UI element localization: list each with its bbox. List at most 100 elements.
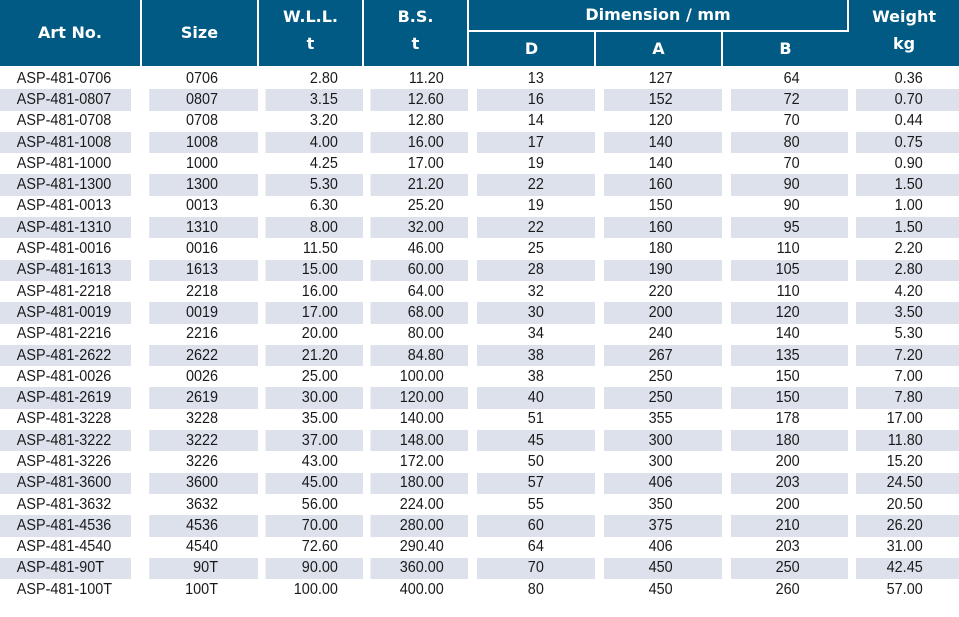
cell-art-no: ASP-481-0708 [16, 112, 112, 130]
cell-b: 64 [783, 69, 800, 87]
cell-d: 40 [476, 387, 595, 409]
cell-wll: 17.00 [265, 302, 363, 324]
cell-size: 0807 [149, 89, 258, 111]
cell-art-no: ASP-481-2218 [16, 282, 112, 300]
cell-b: 90 [783, 197, 800, 215]
col-header-dimension: Dimension / mm [468, 0, 850, 32]
cell-a: 350 [648, 495, 673, 513]
table-row: ASP-481-1310 1310 8.00 32.00 22 160 95 1.50 [0, 217, 959, 239]
cell-size: 3222 [149, 430, 258, 452]
cell-art-no: ASP-481-90T [0, 557, 132, 580]
col-header-weight: Weight kg [848, 0, 959, 68]
cell-weight: 7.20 [855, 344, 959, 367]
table-row: ASP-481-100T 100T 100.00 400.00 80 450 260 57.0… [0, 579, 959, 600]
wll-label: W.L.L. [283, 7, 338, 26]
cell-wll: 43.00 [301, 452, 338, 470]
cell-a: 200 [603, 302, 722, 324]
cell-wll: 4.25 [309, 154, 338, 172]
cell-b: 200 [775, 495, 800, 513]
cell-d: 60 [476, 515, 595, 537]
cell-size: 1008 [149, 131, 258, 154]
cell-d: 30 [476, 302, 595, 324]
cell-wll: 20.00 [301, 325, 338, 343]
cell-art-no: ASP-481-1310 [0, 217, 132, 239]
cell-size: 0708 [185, 112, 219, 130]
cell-bs: 80.00 [407, 325, 444, 343]
cell-d: 80 [527, 580, 544, 598]
cell-weight: 0.70 [855, 89, 959, 111]
cell-b: 105 [730, 259, 849, 281]
cell-art-no: ASP-481-1008 [0, 131, 132, 154]
cell-wll: 5.30 [265, 174, 363, 196]
cell-art-no: ASP-481-0026 [16, 367, 112, 385]
cell-art-no: ASP-481-3226 [16, 452, 112, 470]
cell-wll: 11.50 [302, 240, 338, 258]
cell-weight: 31.00 [886, 538, 923, 556]
cell-size: 3226 [185, 452, 219, 470]
cell-art-no: ASP-481-3632 [16, 495, 112, 513]
cell-art-no: ASP-481-0706 [16, 69, 112, 87]
table-header: Art No. Size W.L.L. t B.S. t Dimension /… [0, 0, 959, 68]
col-header-size: Size [141, 0, 259, 68]
cell-d: 14 [527, 112, 544, 130]
cell-wll: 3.15 [265, 89, 363, 111]
table-row: ASP-481-0708 0708 3.20 12.80 14 120 70 0.44 [0, 111, 959, 132]
cell-weight: 7.80 [855, 387, 959, 409]
cell-size: 2218 [185, 282, 219, 300]
table-row: ASP-481-0019 0019 17.00 68.00 30 200 120 3.50 [0, 302, 959, 324]
cell-bs: 25.20 [407, 197, 444, 215]
cell-weight: 20.50 [886, 495, 923, 513]
cell-bs: 17.00 [407, 154, 444, 172]
table-row: ASP-481-2218 2218 16.00 64.00 32 220 110 4.20 [0, 281, 959, 302]
cell-bs: 16.00 [370, 131, 468, 154]
table-row: ASP-481-3600 3600 45.00 180.00 57 406 203 24.50 [0, 472, 959, 494]
cell-size: 0019 [149, 302, 258, 324]
weight-unit: kg [892, 34, 916, 53]
cell-size: 2619 [149, 387, 258, 409]
cell-d: 34 [527, 325, 544, 343]
table-row: ASP-481-1613 1613 15.00 60.00 28 190 105 2.80 [0, 259, 959, 281]
cell-bs: 148.00 [370, 430, 468, 452]
cell-wll: 72.60 [301, 538, 338, 556]
cell-wll: 16.00 [301, 282, 338, 300]
cell-a: 267 [603, 344, 722, 367]
cell-b: 203 [730, 472, 849, 494]
cell-bs: 360.00 [370, 557, 468, 580]
cell-a: 450 [648, 580, 673, 598]
table-body: ASP-481-0706 0706 2.80 11.20 13 127 64 0.36 ASP-… [0, 67, 959, 600]
cell-d: 28 [476, 259, 595, 281]
cell-size: 3600 [149, 472, 258, 494]
table-row: ASP-481-1000 1000 4.25 17.00 19 140 70 0.90 [0, 153, 959, 174]
cell-d: 32 [527, 282, 544, 300]
cell-art-no: ASP-481-3222 [0, 430, 132, 452]
cell-a: 355 [648, 410, 673, 428]
cell-bs: 120.00 [370, 387, 468, 409]
cell-size: 90T [149, 557, 258, 580]
cell-weight: 26.20 [855, 515, 959, 537]
cell-b: 180 [730, 430, 849, 452]
cell-bs: 21.20 [370, 174, 468, 196]
table-row: ASP-481-2216 2216 20.00 80.00 34 240 140 5.30 [0, 324, 959, 345]
cell-bs: 12.60 [370, 89, 468, 111]
cell-wll: 90.00 [265, 557, 363, 580]
cell-weight: 4.20 [894, 282, 923, 300]
cell-art-no: ASP-481-1300 [0, 174, 132, 196]
cell-size: 0016 [185, 240, 219, 258]
cell-art-no: ASP-481-4536 [0, 515, 132, 537]
cell-weight: 3.50 [855, 302, 959, 324]
cell-size: 4540 [185, 538, 219, 556]
table-row: ASP-481-4536 4536 70.00 280.00 60 375 210 26.20 [0, 515, 959, 537]
cell-weight: 57.00 [886, 580, 923, 598]
cell-b: 70 [783, 112, 800, 130]
cell-weight: 1.50 [855, 217, 959, 239]
cell-weight: 17.00 [886, 410, 923, 428]
cell-d: 22 [476, 217, 595, 239]
cell-b: 150 [730, 387, 849, 409]
cell-a: 300 [648, 452, 673, 470]
cell-weight: 15.20 [886, 452, 923, 470]
table-row: ASP-481-3226 3226 43.00 172.00 50 300 200 15.20 [0, 451, 959, 472]
cell-bs: 84.80 [370, 344, 468, 367]
cell-b: 120 [730, 302, 849, 324]
cell-b: 70 [783, 154, 800, 172]
cell-size: 3632 [185, 495, 219, 513]
